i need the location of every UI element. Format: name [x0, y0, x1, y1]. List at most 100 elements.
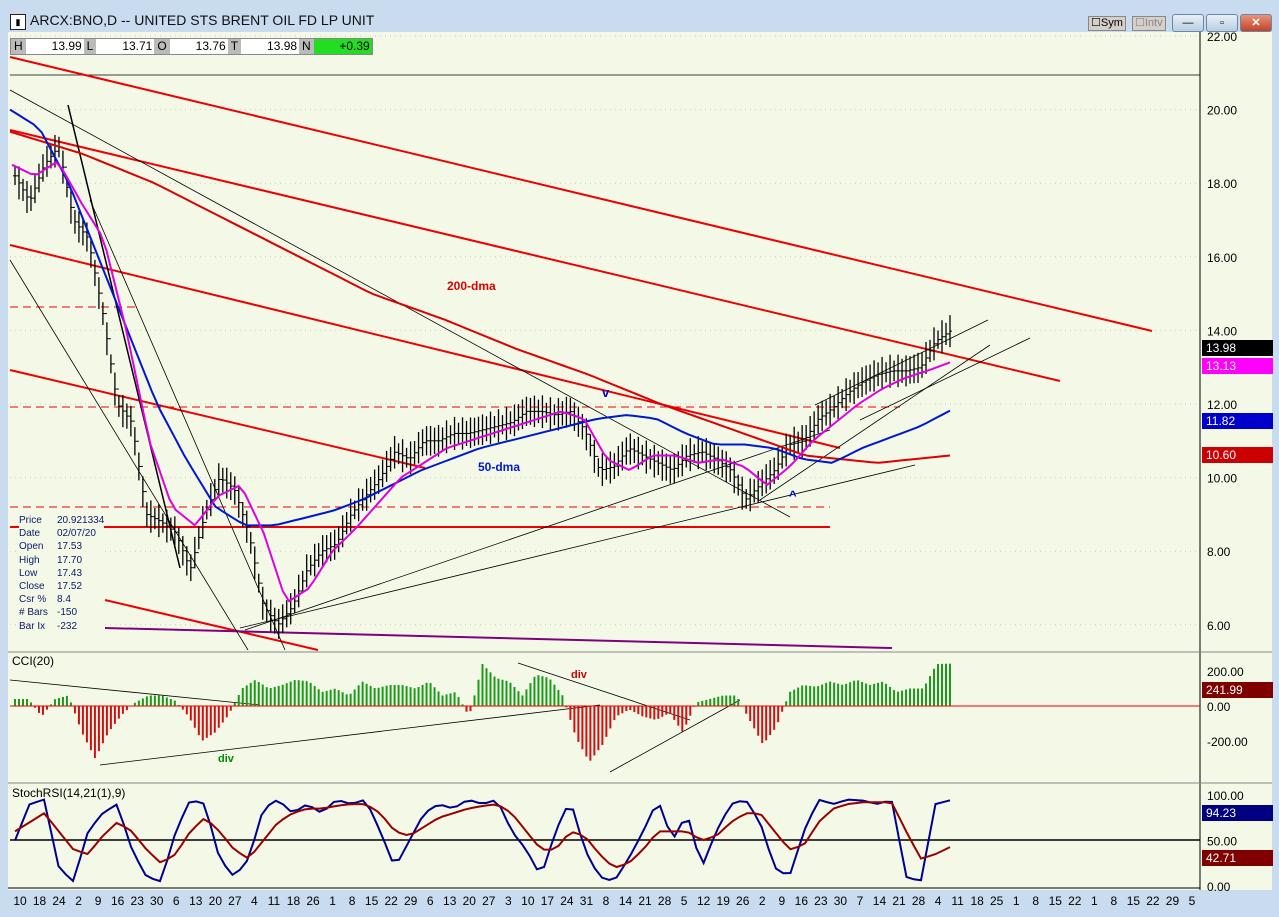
- info-row: Csr % 8.4: [19, 593, 104, 606]
- intv-label: Intv: [1144, 17, 1163, 29]
- date-tick-label: 23: [814, 894, 828, 908]
- date-tick-label: 21: [638, 894, 652, 908]
- info-row: Close 17.52: [19, 580, 104, 593]
- stoch-d-tag: 42.71: [1202, 850, 1273, 866]
- info-value: -232: [57, 620, 78, 632]
- ma50-label: 50-dma: [478, 460, 520, 474]
- intv-toggle[interactable]: ☐Intv: [1132, 16, 1166, 31]
- cci-tick-label: 200.00: [1207, 665, 1244, 679]
- trendline: [239, 464, 916, 629]
- cci-histogram: [14, 663, 951, 761]
- trendline: [89, 199, 286, 651]
- x-ticks: 10 18 24 2 9 16 23 30 6 13 20 27 4 11 18 26 1 8 15 22 29 6 13 2…: [13, 894, 1195, 908]
- cci-tick-label: -200.00: [1207, 735, 1248, 749]
- top-marker: v: [602, 385, 610, 400]
- date-tick-label: 9: [778, 894, 785, 908]
- info-value: 17.52: [57, 581, 83, 593]
- trendlines: [9, 56, 1153, 773]
- stoch-k-line: [14, 798, 951, 883]
- ma200-label: 200-dma: [447, 279, 496, 293]
- price-tick-label: 14.00: [1207, 324, 1237, 338]
- date-tick-label: 25: [990, 894, 1004, 908]
- date-tick-label: 12: [697, 894, 711, 908]
- date-tick-label: 3: [505, 894, 512, 908]
- ma200-tag: 10.60: [1202, 447, 1273, 463]
- date-tick-label: 20: [463, 894, 477, 908]
- date-tick-label: 19: [717, 894, 731, 908]
- date-tick-label: 30: [150, 894, 164, 908]
- title-bar: ▮ ARCX:BNO,D -- UNITED STS BRENT OIL FD …: [0, 4, 1279, 34]
- cursor-info-box: Price 20.921334 Date 02/07/20 Open 17.53 High 1…: [19, 514, 105, 633]
- info-key: # Bars: [19, 607, 48, 619]
- date-tick-label: 15: [1127, 894, 1141, 908]
- trendline: [67, 104, 181, 569]
- date-tick-label: 14: [619, 894, 633, 908]
- info-value: 02/07/20: [57, 528, 96, 540]
- high-value: 13.99: [25, 39, 84, 54]
- cci-trendline: [99, 704, 601, 766]
- date-tick-label: 11: [268, 894, 281, 908]
- price-tick-label: 6.00: [1207, 619, 1231, 633]
- info-key: Csr %: [19, 594, 47, 606]
- fast-ma-line: [11, 160, 951, 603]
- low-label: L: [83, 39, 97, 54]
- info-row: # Bars -150: [19, 606, 104, 619]
- date-tick-label: 8: [349, 894, 356, 908]
- open-label: O: [154, 39, 170, 54]
- date-tick-label: 1: [1013, 894, 1020, 908]
- date-tick-label: 10: [13, 894, 27, 908]
- info-row: Bar Ix -232: [19, 620, 104, 633]
- info-key: Bar Ix: [19, 620, 46, 632]
- date-tick-label: 23: [131, 894, 145, 908]
- minimize-button[interactable]: —: [1172, 14, 1204, 32]
- date-tick-label: 28: [912, 894, 926, 908]
- bottom-marker: ^: [789, 488, 797, 503]
- cci-trendline: [609, 699, 741, 773]
- date-tick-label: 6: [427, 894, 434, 908]
- date-tick-label: 22: [1068, 894, 1082, 908]
- info-value: 8.4: [57, 594, 71, 606]
- date-tick-label: 24: [52, 894, 66, 908]
- date-tick-label: 16: [111, 894, 125, 908]
- info-key: Close: [19, 581, 45, 593]
- price-tag: 13.98: [1202, 340, 1273, 356]
- red-channel-line: [104, 599, 319, 651]
- date-tick-label: 15: [1049, 894, 1063, 908]
- date-tick-label: 9: [95, 894, 102, 908]
- info-key: High: [19, 554, 40, 566]
- date-tick-label: 31: [580, 894, 594, 908]
- last-label: T: [227, 39, 242, 54]
- info-key: Date: [19, 528, 41, 540]
- info-value: 17.53: [57, 541, 83, 553]
- window-title: ARCX:BNO,D -- UNITED STS BRENT OIL FD LP…: [30, 12, 375, 28]
- date-tick-label: 29: [1166, 894, 1180, 908]
- price-tick-label: 18.00: [1207, 177, 1237, 191]
- price-tick-label: 16.00: [1207, 251, 1237, 265]
- info-row: Low 17.43: [19, 567, 104, 580]
- stoch-tick-label: 0.00: [1207, 880, 1231, 894]
- sym-toggle[interactable]: ☐Sym: [1088, 16, 1126, 31]
- sym-label: Sym: [1100, 17, 1123, 29]
- info-row: Date 02/07/20: [19, 527, 104, 540]
- cci-tick-label: 0.00: [1207, 700, 1231, 714]
- maximize-button[interactable]: ▫: [1206, 14, 1238, 32]
- ohlc-readout: H 13.99 L 13.71 O 13.76 T 13.98 N +0.39: [10, 38, 373, 55]
- ma50-tag: 11.82: [1202, 413, 1273, 429]
- trendline: [759, 344, 991, 501]
- plot-background: [8, 32, 1272, 890]
- red-channel-line: [9, 369, 426, 469]
- date-tick-label: 15: [365, 894, 379, 908]
- ma200-line: [9, 130, 951, 464]
- date-tick-label: 16: [795, 894, 809, 908]
- close-button[interactable]: ✕: [1240, 14, 1272, 32]
- cci-value-tag: 241.99: [1202, 682, 1273, 698]
- date-tick-label: 21: [892, 894, 906, 908]
- date-tick-label: 1: [1091, 894, 1098, 908]
- date-tick-label: 7: [857, 894, 864, 908]
- date-tick-label: 4: [251, 894, 258, 908]
- date-tick-label: 10: [521, 894, 535, 908]
- date-tick-label: 8: [1111, 894, 1118, 908]
- date-tick-label: 1: [329, 894, 336, 908]
